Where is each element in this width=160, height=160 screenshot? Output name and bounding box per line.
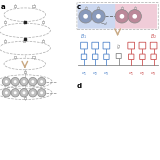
Text: $\sigma_2$: $\sigma_2$ bbox=[139, 71, 146, 78]
FancyBboxPatch shape bbox=[81, 54, 87, 60]
FancyBboxPatch shape bbox=[116, 53, 121, 59]
Circle shape bbox=[40, 80, 43, 83]
Text: $B_1$: $B_1$ bbox=[80, 32, 88, 41]
Bar bbox=[24, 21, 26, 24]
Circle shape bbox=[2, 77, 11, 86]
Circle shape bbox=[14, 91, 17, 94]
FancyBboxPatch shape bbox=[104, 54, 109, 60]
Circle shape bbox=[132, 14, 137, 19]
Circle shape bbox=[115, 10, 129, 23]
Text: $\sigma_1$: $\sigma_1$ bbox=[81, 71, 87, 78]
Bar bbox=[24, 38, 26, 40]
FancyBboxPatch shape bbox=[81, 42, 87, 49]
Text: $\sigma_3$: $\sigma_3$ bbox=[103, 71, 110, 78]
FancyBboxPatch shape bbox=[128, 54, 134, 60]
Circle shape bbox=[96, 14, 101, 19]
Circle shape bbox=[40, 91, 43, 94]
Circle shape bbox=[11, 89, 19, 97]
Circle shape bbox=[128, 10, 141, 23]
Text: $-d$: $-d$ bbox=[100, 20, 108, 28]
Circle shape bbox=[14, 80, 17, 83]
Circle shape bbox=[120, 14, 124, 19]
FancyBboxPatch shape bbox=[128, 42, 135, 49]
Circle shape bbox=[29, 77, 37, 86]
FancyBboxPatch shape bbox=[150, 42, 157, 49]
Text: $\tilde{g}$: $\tilde{g}$ bbox=[116, 43, 121, 52]
FancyBboxPatch shape bbox=[139, 42, 146, 49]
Circle shape bbox=[83, 14, 88, 19]
Circle shape bbox=[79, 10, 92, 23]
Circle shape bbox=[23, 91, 25, 94]
Circle shape bbox=[31, 80, 34, 83]
FancyBboxPatch shape bbox=[140, 54, 145, 60]
FancyBboxPatch shape bbox=[78, 4, 116, 29]
Circle shape bbox=[92, 10, 105, 23]
Text: $B_2$: $B_2$ bbox=[150, 32, 157, 41]
Circle shape bbox=[5, 80, 8, 83]
FancyBboxPatch shape bbox=[115, 4, 157, 29]
Circle shape bbox=[2, 89, 11, 97]
FancyBboxPatch shape bbox=[92, 42, 99, 49]
FancyBboxPatch shape bbox=[92, 54, 98, 60]
Text: d: d bbox=[77, 83, 82, 89]
Text: $\sigma_1$: $\sigma_1$ bbox=[128, 71, 134, 78]
Circle shape bbox=[20, 77, 28, 86]
Text: c: c bbox=[77, 4, 81, 10]
Circle shape bbox=[37, 89, 46, 97]
Text: $\sigma_2$: $\sigma_2$ bbox=[92, 71, 98, 78]
Circle shape bbox=[31, 91, 34, 94]
Circle shape bbox=[37, 77, 46, 86]
Text: $\sigma_3$: $\sigma_3$ bbox=[150, 71, 157, 78]
Circle shape bbox=[11, 77, 19, 86]
FancyBboxPatch shape bbox=[151, 54, 156, 60]
Circle shape bbox=[23, 80, 25, 83]
Circle shape bbox=[29, 89, 37, 97]
FancyBboxPatch shape bbox=[103, 42, 110, 49]
Circle shape bbox=[5, 91, 8, 94]
Circle shape bbox=[20, 89, 28, 97]
Text: a: a bbox=[1, 4, 5, 10]
